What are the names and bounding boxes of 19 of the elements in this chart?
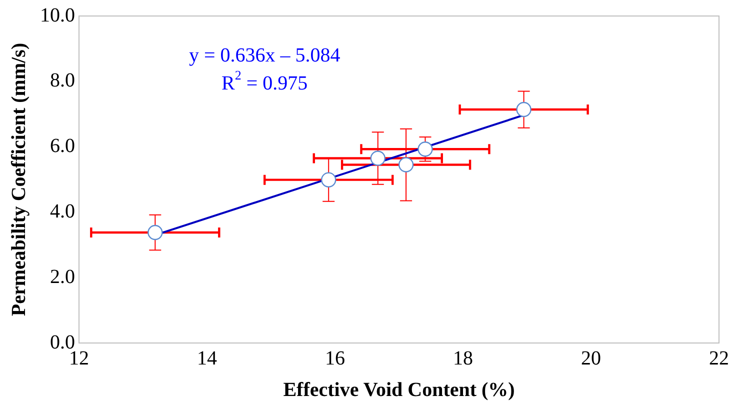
x-tick-label: 22: [709, 347, 729, 370]
x-axis-title: Effective Void Content (%): [283, 379, 515, 402]
point: [321, 172, 336, 188]
point: [370, 150, 386, 166]
annotation: y = 0.636x – 5.084: [188, 44, 340, 66]
point: [418, 141, 433, 157]
x-tick-label: 18: [453, 347, 473, 370]
y-tick-label: 6.0: [50, 135, 75, 158]
x-tick-label: 16: [325, 347, 345, 370]
y-tick-label: 2.0: [50, 266, 75, 288]
point: [516, 102, 532, 118]
y-tick-label: 10.0: [40, 4, 75, 26]
x-tick-label: 20: [581, 347, 601, 370]
y-axis-title: Permeability Coefficient (mm/s): [8, 42, 30, 316]
x-tick-label: 14: [197, 347, 217, 370]
y-tick-label: 4.0: [50, 200, 75, 222]
y-tick-label: 8.0: [50, 70, 75, 92]
point: [398, 157, 414, 172]
point: [148, 224, 163, 240]
